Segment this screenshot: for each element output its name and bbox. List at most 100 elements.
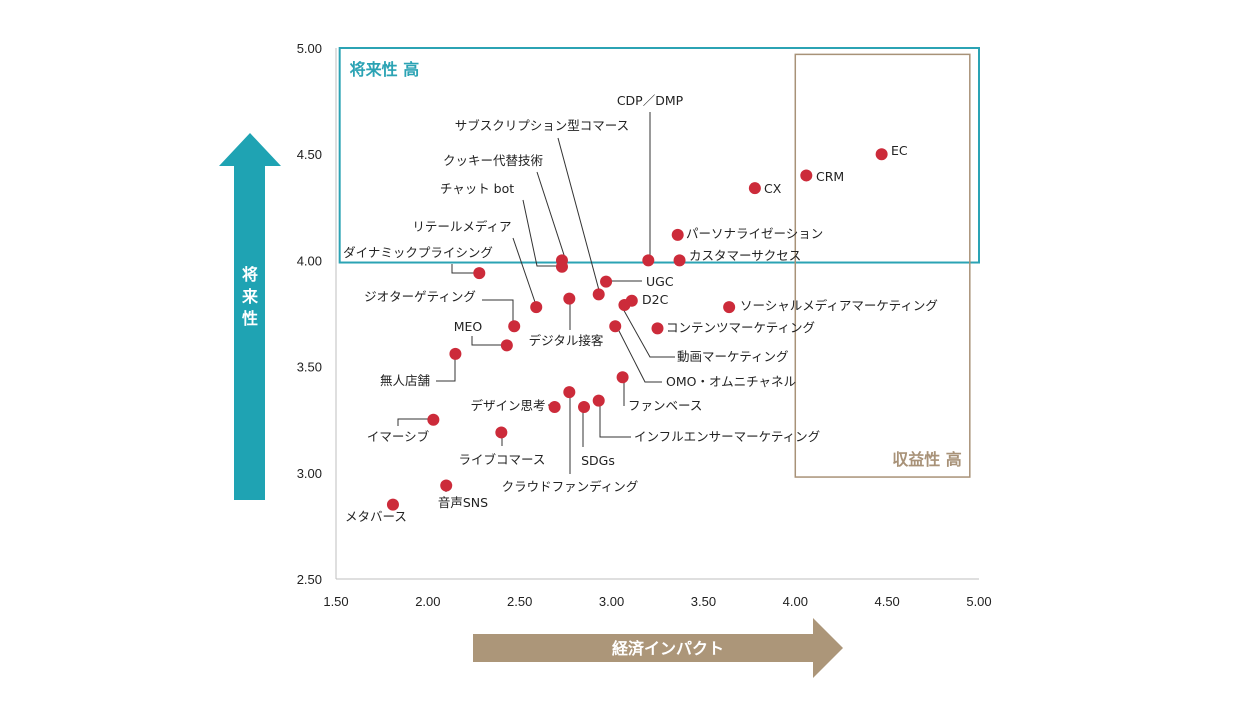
data-point: [875, 148, 888, 161]
data-point: [473, 267, 486, 280]
data-point: [449, 347, 462, 360]
data-point: [723, 301, 736, 314]
data-point: [508, 320, 521, 333]
data-point: [563, 386, 576, 399]
data-point: [548, 400, 561, 413]
x-tick-label: 5.00: [966, 594, 991, 609]
data-point: [500, 339, 513, 352]
point-label: リテールメディア: [412, 219, 511, 234]
point-label: デジタル接客: [529, 333, 604, 348]
data-point: [592, 394, 605, 407]
leader-line: [616, 326, 662, 383]
point-label: ライブコマース: [459, 452, 546, 467]
y-axis-title-char: 性: [242, 309, 258, 328]
point-label: CX: [764, 181, 782, 196]
leader-line: [397, 418, 433, 426]
point-label: ジオターゲティング: [364, 289, 476, 304]
region-label: 将来性 高: [350, 60, 420, 79]
point-label: イマーシブ: [367, 429, 430, 444]
point-label: チャット bot: [440, 181, 514, 196]
data-point: [386, 498, 399, 511]
y-axis-title-char: 将: [242, 265, 258, 284]
data-point: [555, 260, 568, 273]
point-label: 音声SNS: [438, 495, 488, 510]
data-point: [578, 400, 591, 413]
region-box: [794, 53, 971, 478]
point-label: パーソナライゼーション: [686, 226, 823, 241]
point-label: D2C: [642, 292, 669, 307]
y-tick-label: 5.00: [297, 41, 322, 56]
data-point: [563, 292, 576, 305]
leader-line: [599, 400, 631, 438]
data-point: [592, 288, 605, 301]
point-label: CDP／DMP: [617, 93, 684, 108]
x-axis-title: 経済インパクト: [612, 639, 724, 658]
data-point: [427, 413, 440, 426]
x-tick-label: 3.50: [691, 594, 716, 609]
leader-line: [557, 137, 601, 295]
region-box: [338, 47, 981, 264]
point-label: SDGs: [581, 453, 615, 468]
y-tick-label: 4.00: [297, 253, 322, 268]
leader-line: [451, 264, 478, 274]
y-axis-title: 将来性: [241, 265, 259, 328]
leader-line: [436, 353, 456, 382]
data-point: [440, 479, 453, 492]
x-tick-label: 2.50: [507, 594, 532, 609]
point-label: インフルエンサーマーケティング: [634, 429, 820, 444]
data-point: [609, 320, 622, 333]
x-tick-label: 4.50: [874, 594, 899, 609]
y-tick-label: 4.50: [297, 147, 322, 162]
data-point: [800, 169, 813, 182]
point-label: ソーシャルメディアマーケティング: [740, 298, 938, 313]
y-axis-title-char: 来: [241, 287, 259, 306]
leader-line: [512, 237, 537, 306]
point-label: ファンベース: [628, 398, 702, 413]
x-tick-label: 4.00: [783, 594, 808, 609]
point-label: UGC: [646, 274, 674, 289]
point-label: サブスクリプション型コマース: [455, 118, 629, 133]
x-tick-label: 2.00: [415, 594, 440, 609]
data-point: [651, 322, 664, 335]
point-label: OMO・オムニチャネル: [666, 374, 796, 389]
data-points: [386, 148, 888, 511]
point-label: 動画マーケティング: [677, 349, 789, 364]
point-label: CRM: [816, 169, 844, 184]
point-label: カスタマーサクセス: [689, 248, 801, 263]
x-axis-arrow: 経済インパクト: [473, 618, 843, 678]
y-tick-label: 3.00: [297, 466, 322, 481]
point-label: 無人店舗: [380, 373, 430, 388]
data-point: [618, 299, 631, 312]
y-axis-arrow-shape: [219, 133, 281, 500]
point-label: メタバース: [345, 509, 407, 524]
leader-line: [522, 199, 565, 267]
point-label: クラウドファンディング: [502, 479, 639, 494]
point-label: EC: [891, 143, 908, 158]
x-tick-label: 3.00: [599, 594, 624, 609]
point-label: クッキー代替技術: [443, 153, 543, 168]
x-axis-arrow-shape: [473, 618, 843, 678]
data-point: [748, 182, 761, 195]
x-tick-label: 1.50: [323, 594, 348, 609]
leader-line: [621, 306, 675, 358]
data-point: [673, 254, 686, 267]
data-point: [600, 275, 613, 288]
point-label: デザイン思考: [470, 398, 545, 413]
region-label: 収益性 高: [892, 450, 962, 469]
data-point: [642, 254, 655, 267]
point-label: MEO: [454, 319, 483, 334]
leader-line: [536, 171, 566, 259]
data-point: [495, 426, 508, 439]
data-point: [616, 371, 629, 384]
leader-line: [471, 336, 507, 346]
leader-line: [482, 299, 514, 326]
axes: 2.50 3.00 3.50 4.00 4.50 5.00 1.50 2.00 2.50 3.00…: [297, 41, 992, 609]
y-axis-arrow: 将来性: [219, 133, 281, 500]
point-label: ダイナミックプライシング: [343, 245, 493, 260]
data-point: [671, 228, 684, 241]
y-tick-label: 2.50: [297, 572, 322, 587]
point-label: コンテンツマーケティング: [666, 320, 815, 335]
